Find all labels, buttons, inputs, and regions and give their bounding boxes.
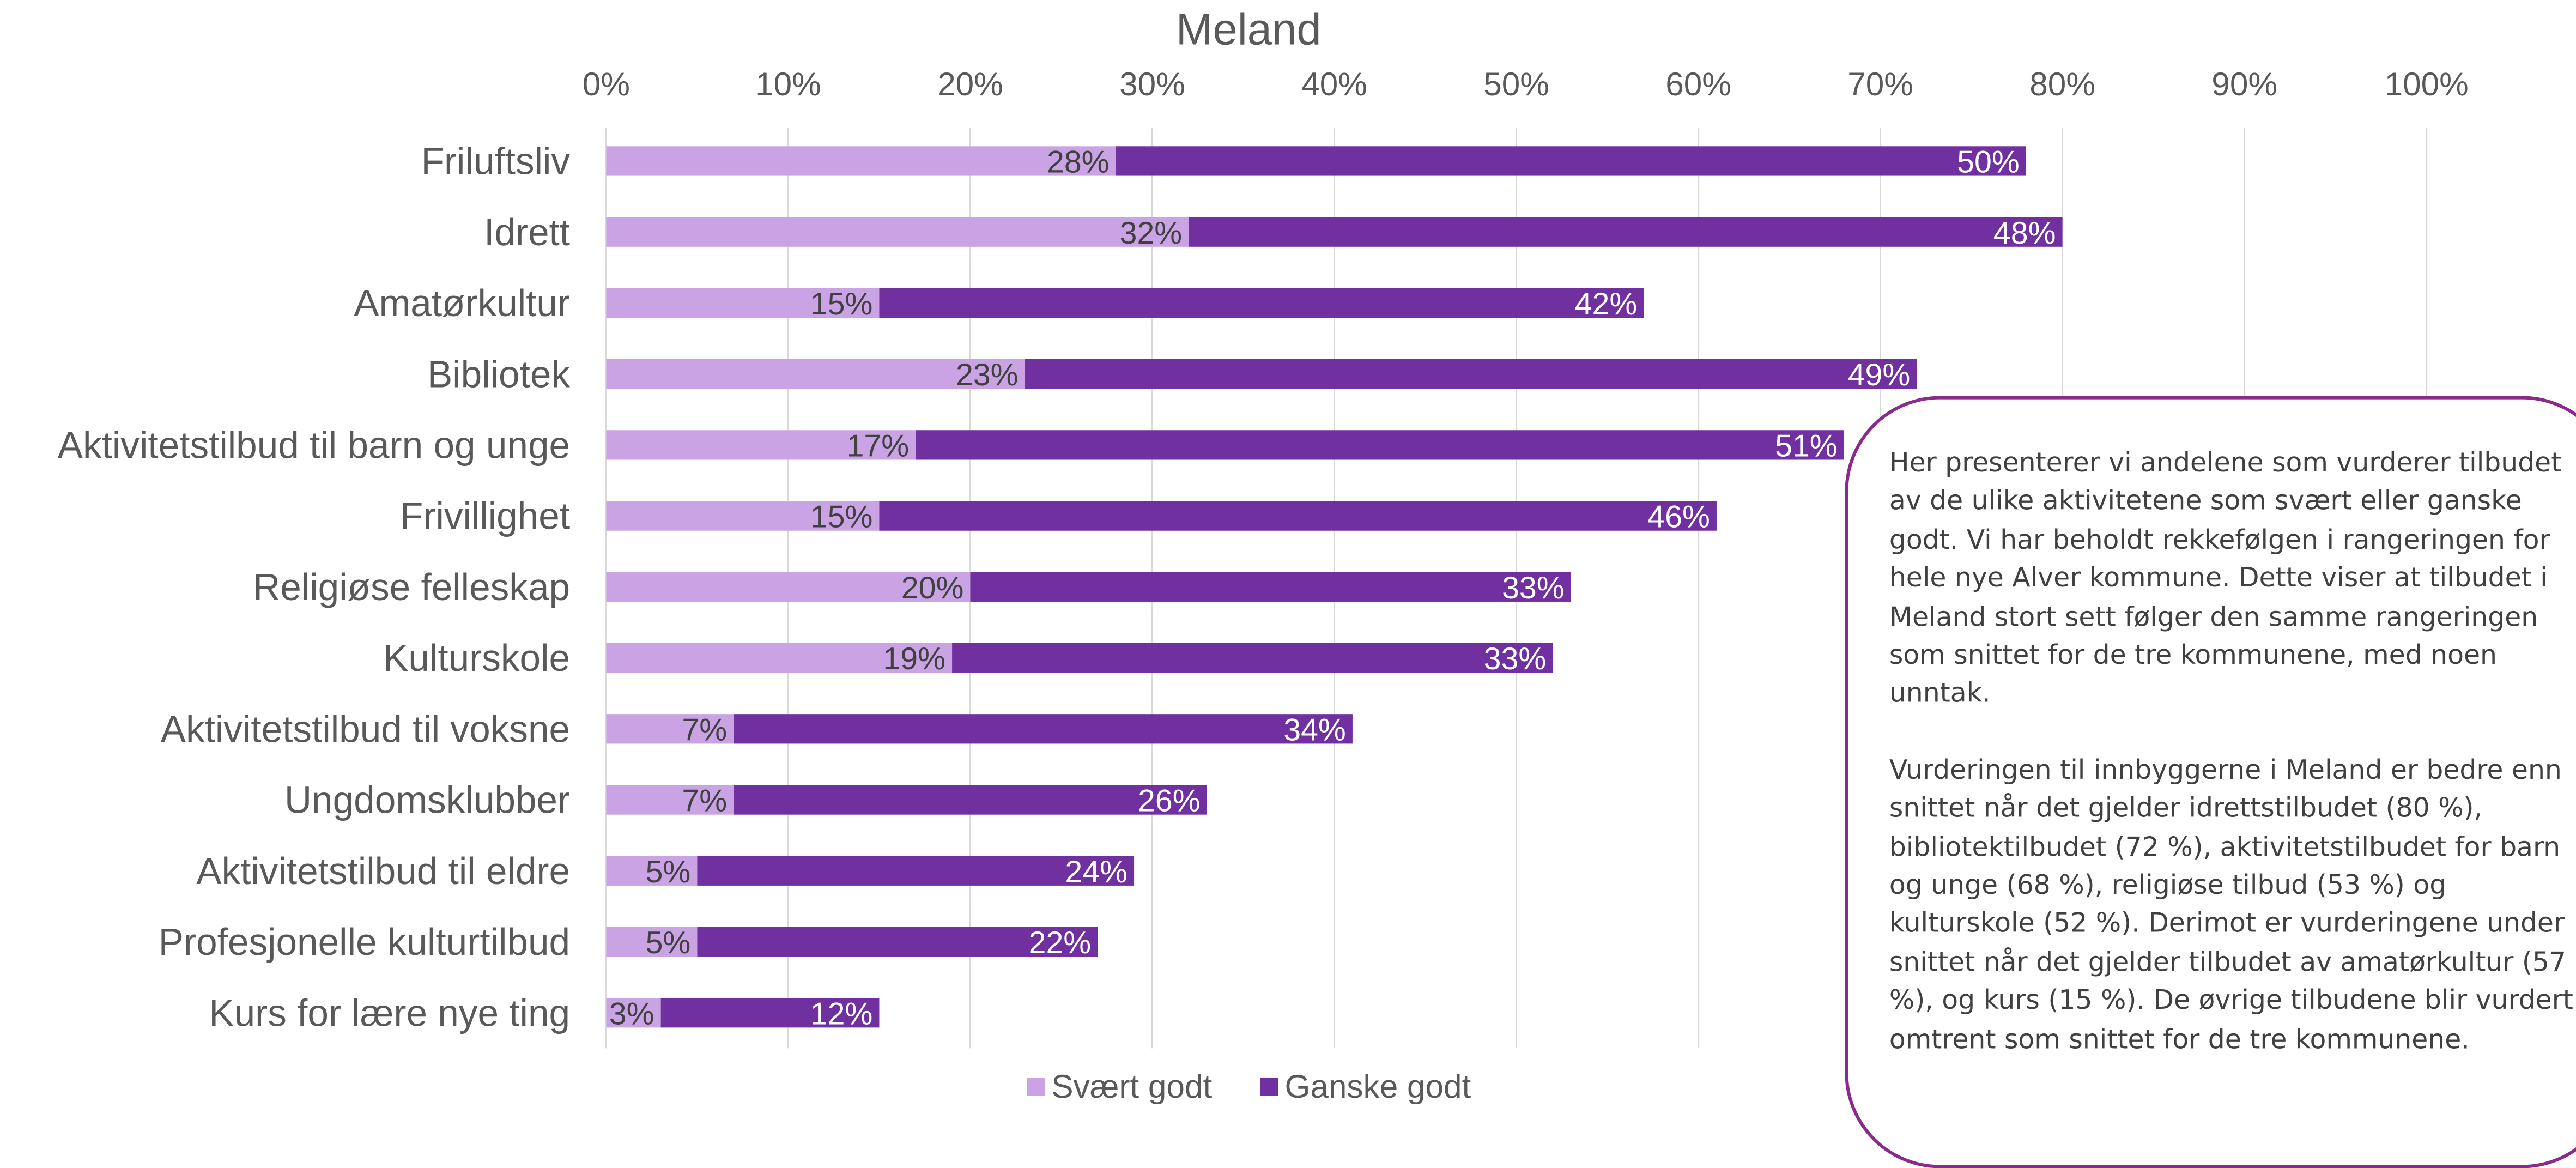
bar-ganske-godt [916, 430, 1844, 460]
chart-root: Meland 0% 10% 20% 30% 40% 50% 60% 70% 80% 90% 100%… [58, 4, 2576, 1168]
category-label: Frivillighet [400, 495, 570, 537]
data-label: 46% [1647, 500, 1710, 535]
bar-svaert-godt [606, 714, 734, 744]
x-tick-label-9: 90% [2211, 65, 2277, 102]
data-label: 7% [682, 784, 727, 819]
data-label: 24% [1065, 855, 1128, 889]
data-label: 33% [1484, 642, 1547, 676]
x-tick-label-10: 100% [2385, 65, 2469, 102]
data-label: 32% [1120, 216, 1183, 251]
x-tick-label-5: 50% [1483, 65, 1549, 102]
legend-label-0: Svært godt [1051, 1068, 1212, 1104]
data-label: 33% [1502, 571, 1565, 606]
data-label: 19% [883, 642, 945, 676]
callout-paragraph-1: Her presenterer vi andelene som vurderer… [1889, 446, 2562, 709]
legend-swatch-0 [1027, 1078, 1045, 1096]
bar-svaert-godt [606, 359, 1025, 389]
bar-ganske-godt [697, 927, 1098, 957]
category-label: Aktivitetstilbud til voksne [161, 707, 570, 750]
data-label: 22% [1029, 925, 1092, 960]
category-label: Aktivitetstilbud til barn og unge [58, 423, 570, 466]
x-tick-label-7: 70% [1847, 65, 1913, 102]
bar-ganske-godt [660, 998, 880, 1028]
data-label: 42% [1575, 287, 1638, 322]
bar-ganske-godt [1189, 217, 2063, 247]
bar-ganske-godt [1116, 146, 2026, 176]
legend: Svært godt Ganske godt [1027, 1068, 1471, 1104]
data-label: 51% [1775, 428, 1838, 463]
x-tick-label-0: 0% [583, 65, 630, 102]
data-label: 5% [646, 855, 691, 889]
bar-svaert-godt [606, 430, 916, 460]
data-label: 17% [847, 428, 910, 463]
bar-ganske-godt [734, 714, 1353, 744]
legend-swatch-1 [1260, 1078, 1278, 1096]
x-tick-label-3: 30% [1119, 65, 1185, 102]
commentary-callout: Her presenterer vi andelene som vurderer… [1845, 396, 2576, 1168]
x-tick-label-8: 80% [2029, 65, 2095, 102]
category-label: Ungdomsklubber [284, 779, 570, 821]
data-label: 15% [810, 287, 873, 322]
data-label: 12% [810, 996, 873, 1031]
data-label: 28% [1047, 145, 1110, 180]
bar-svaert-godt [606, 146, 1116, 176]
category-label: Kulturskole [383, 637, 570, 679]
category-label: Idrett [484, 211, 570, 253]
chart-title: Meland [1176, 4, 1322, 54]
category-label: Kurs for lære nye ting [209, 991, 570, 1034]
bar-ganske-godt [734, 785, 1207, 815]
category-label: Bibliotek [427, 353, 570, 395]
bar-ganske-godt [970, 572, 1571, 602]
bar-svaert-godt [606, 785, 734, 815]
bar-svaert-godt [606, 856, 698, 886]
category-labels: Friluftsliv Idrett Amatørkultur Bibliotek Ak… [58, 140, 571, 1034]
bars [606, 146, 2063, 1028]
data-label: 3% [609, 996, 654, 1031]
data-label: 7% [682, 712, 727, 747]
category-label: Aktivitetstilbud til eldre [196, 850, 570, 892]
bar-ganske-godt [1025, 359, 1917, 389]
x-tick-label-2: 20% [937, 65, 1003, 102]
bar-svaert-godt [606, 927, 698, 957]
category-label: Religiøse felleskap [253, 566, 570, 608]
legend-label-1: Ganske godt [1284, 1068, 1471, 1104]
bar-ganske-godt [879, 288, 1644, 318]
data-label: 26% [1138, 784, 1201, 819]
bar-ganske-godt [952, 643, 1553, 673]
data-label: 15% [810, 500, 873, 535]
category-label: Friluftsliv [421, 140, 571, 183]
data-label: 34% [1283, 712, 1346, 747]
callout-paragraph-2: Vurderingen til innbyggerne i Meland er … [1889, 754, 2573, 1055]
bar-svaert-godt [606, 288, 880, 318]
category-label: Amatørkultur [354, 282, 570, 324]
data-label: 48% [1993, 216, 2056, 251]
data-label: 23% [956, 358, 1019, 392]
bar-svaert-godt [606, 643, 953, 673]
bar-svaert-godt [606, 572, 971, 602]
bar-svaert-godt [606, 217, 1189, 247]
data-labels: 28% 50% 32% 48% 15% 42% 23% 49% 17% 51% 15% 46% 20% 3… [609, 145, 2056, 1032]
x-axis-ticks: 0% 10% 20% 30% 40% 50% 60% 70% 80% 90% 100% [583, 65, 2469, 102]
bar-svaert-godt [606, 501, 880, 531]
bar-svaert-godt [606, 998, 661, 1028]
x-tick-label-6: 60% [1665, 65, 1731, 102]
data-label: 5% [646, 925, 691, 960]
x-tick-label-4: 40% [1301, 65, 1367, 102]
bar-ganske-godt [697, 856, 1135, 886]
x-tick-label-1: 10% [755, 65, 821, 102]
bar-ganske-godt [879, 501, 1717, 531]
stacked-bar-chart: Meland 0% 10% 20% 30% 40% 50% 60% 70% 80% 90% 100%… [58, 4, 2469, 1104]
data-label: 50% [1957, 145, 2020, 180]
data-label: 20% [901, 571, 964, 606]
data-label: 49% [1848, 358, 1911, 392]
category-label: Profesjonelle kulturtilbud [159, 921, 570, 963]
